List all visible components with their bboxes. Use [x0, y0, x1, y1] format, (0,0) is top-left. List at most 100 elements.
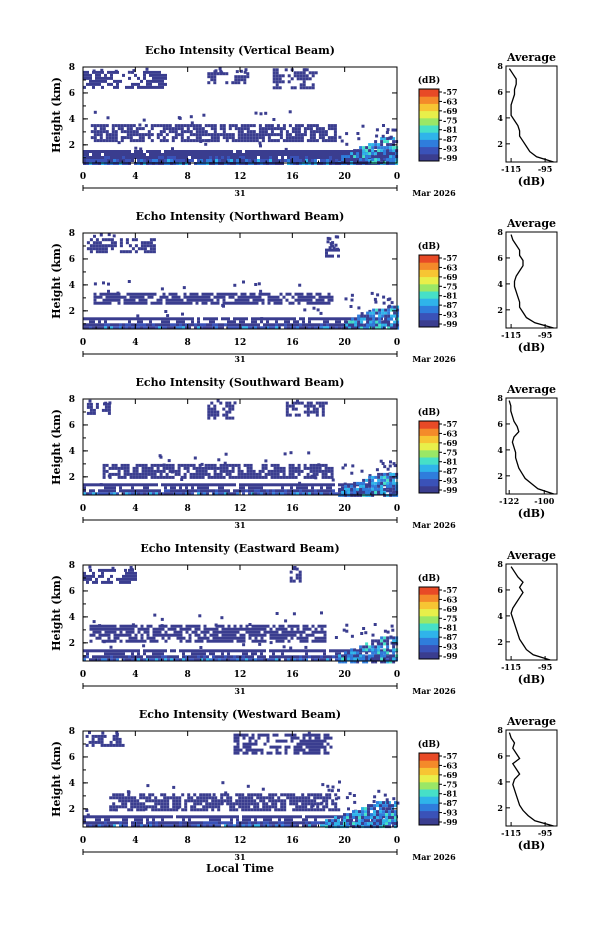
echo-layer-high_cloud [86, 233, 156, 254]
colorbar-bin [419, 644, 439, 653]
profile-y-tick-label: 4 [497, 445, 503, 455]
profile-x-tick-label: -122 [499, 496, 519, 506]
x-tick-label: 16 [286, 338, 299, 348]
y-tick-label: 8 [69, 229, 75, 239]
date-label: Mar 2026 [412, 188, 456, 198]
x-tick-label: 8 [185, 172, 191, 182]
panel-title: Echo Intensity (Northward Beam) [136, 210, 345, 223]
colorbar-bin [419, 601, 439, 610]
colorbar-tick-label: -87 [443, 798, 457, 808]
colorbar-tick-label: -99 [443, 319, 458, 329]
x-tick-label: 12 [234, 338, 247, 348]
colorbar-bin [419, 464, 439, 472]
profile-y-tick-label: 6 [497, 253, 503, 263]
colorbar-bin [419, 262, 439, 270]
panel-5: Echo Intensity (Westward Beam) 2 4 6 8 Height… [50, 708, 558, 875]
colorbar-frame [418, 752, 440, 826]
colorbar [418, 254, 442, 328]
echo-layer-mid_cloud [93, 280, 334, 305]
colorbar-tick-label: -93 [443, 476, 458, 486]
colorbar-bin [419, 803, 439, 812]
echo-layer-rising_band [338, 623, 399, 664]
echo-layer-rising_band [342, 291, 400, 330]
colorbar-bin [419, 587, 439, 595]
x-tick-label: 0 [394, 338, 400, 348]
profile-y-tick-label: 2 [497, 139, 503, 149]
colorbar-label: (dB) [418, 573, 440, 584]
colorbar-tick-label: -63 [443, 760, 458, 770]
profile-title: Average [506, 51, 556, 64]
x-tick-label: 0 [80, 504, 86, 514]
colorbar-bin [419, 630, 439, 638]
x-tick-label: 0 [394, 172, 400, 182]
colorbar-bin [419, 471, 439, 480]
y-tick-label: 6 [69, 753, 75, 763]
heatmap-field [83, 565, 399, 664]
colorbar-tick-label: -69 [443, 438, 458, 448]
x-tick-label: 12 [234, 836, 247, 846]
colorbar-bin [419, 132, 439, 140]
x-axis-label: Local Time [206, 862, 274, 875]
x-tick-label: 20 [338, 670, 351, 680]
profile-y-tick-label: 2 [497, 803, 503, 813]
x-tick-label: 20 [338, 836, 351, 846]
echo-layer-mid_cloud [102, 451, 334, 479]
echo-layer-high_cloud [207, 399, 237, 420]
x-tick-label: 0 [394, 504, 400, 514]
echo-layer-mid_cloud [109, 780, 341, 812]
colorbar-label: (dB) [418, 75, 440, 86]
colorbar-bin [419, 810, 439, 819]
y-axis-label: Height (km) [50, 77, 63, 153]
x-tick-label: 16 [286, 504, 299, 514]
panel-title: Echo Intensity (Vertical Beam) [145, 44, 335, 57]
colorbar-tick-label: -57 [443, 87, 457, 97]
colorbar-tick-label: -75 [443, 281, 457, 291]
colorbar-tick-label: -75 [443, 447, 457, 457]
profile-x-label: (dB) [518, 341, 545, 354]
colorbar-bin [419, 781, 439, 790]
heatmap-field [83, 233, 400, 330]
colorbar-tick-label: -93 [443, 144, 458, 154]
colorbar-tick-label: -57 [443, 253, 457, 263]
panel-2: Echo Intensity (Northward Beam) 2 4 6 8 Heigh… [50, 210, 558, 364]
colorbar-bin [419, 276, 439, 285]
x-tick-label: 20 [338, 172, 351, 182]
date-mark: 31 [234, 188, 245, 198]
profile-y-tick-label: 6 [497, 87, 503, 97]
y-tick-label: 4 [69, 613, 75, 623]
colorbar-bin [419, 442, 439, 451]
y-axis-label: Height (km) [50, 741, 63, 817]
date-label: Mar 2026 [412, 354, 456, 364]
colorbar-tick-label: -93 [443, 642, 458, 652]
colorbar-tick-label: -69 [443, 604, 458, 614]
colorbar-bin [419, 153, 439, 162]
colorbar-tick-label: -63 [443, 428, 458, 438]
y-tick-label: 2 [69, 307, 75, 317]
panel-title: Echo Intensity (Southward Beam) [136, 376, 345, 389]
date-mark: 31 [234, 520, 245, 530]
panel-title: Echo Intensity (Westward Beam) [139, 708, 341, 721]
profile-frame [505, 231, 558, 329]
x-tick-label: 16 [286, 172, 299, 182]
profile-y-tick-label: 8 [497, 393, 503, 403]
colorbar-bin [419, 817, 439, 826]
echo-layer-high_cloud [325, 235, 340, 258]
profile-x-tick-label: -95 [538, 164, 552, 174]
x-tick-label: 0 [394, 670, 400, 680]
colorbar-bin [419, 96, 439, 104]
profile-y-tick-label: 8 [497, 227, 503, 237]
x-tick-label: 0 [80, 836, 86, 846]
date-mark: 31 [234, 852, 245, 862]
profile-line [508, 400, 555, 495]
colorbar-bin [419, 421, 439, 429]
y-tick-label: 2 [69, 805, 75, 815]
colorbar-label: (dB) [418, 241, 440, 252]
average-profile [505, 65, 558, 163]
y-axis-label: Height (km) [50, 575, 63, 651]
profile-x-tick-label: -100 [534, 496, 554, 506]
profile-x-tick-label: -95 [538, 828, 552, 838]
colorbar-frame [418, 420, 440, 494]
profile-title: Average [506, 715, 556, 728]
profile-y-tick-label: 2 [497, 637, 503, 647]
